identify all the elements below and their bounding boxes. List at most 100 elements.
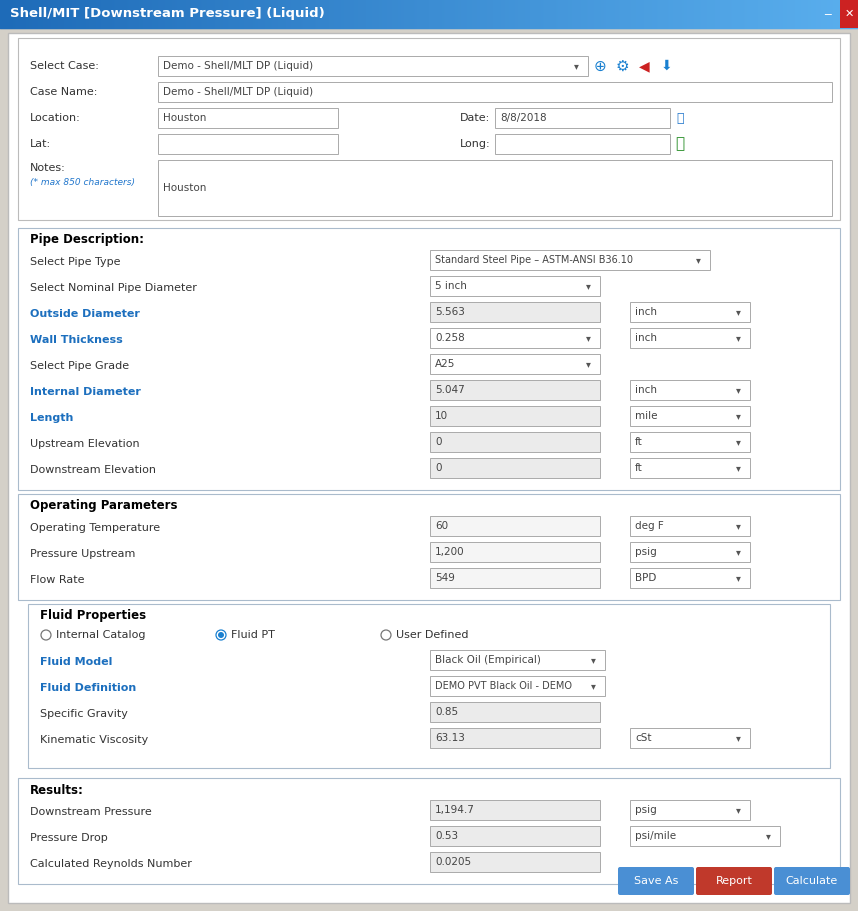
Text: Length: Length xyxy=(30,413,74,423)
Text: BPD: BPD xyxy=(635,573,656,583)
Text: 0: 0 xyxy=(435,463,442,473)
Text: ▾: ▾ xyxy=(735,805,740,815)
Text: 63.13: 63.13 xyxy=(435,733,465,743)
Bar xyxy=(630,542,750,562)
Text: ▾: ▾ xyxy=(585,333,590,343)
Text: ▾: ▾ xyxy=(735,463,740,473)
Text: Notes:: Notes: xyxy=(30,163,66,173)
FancyBboxPatch shape xyxy=(696,867,772,895)
Bar xyxy=(430,276,600,296)
Text: psig: psig xyxy=(635,805,656,815)
Bar xyxy=(430,250,710,270)
Text: Operating Parameters: Operating Parameters xyxy=(30,499,178,513)
Bar xyxy=(630,328,750,348)
Bar xyxy=(630,800,750,820)
Text: ▾: ▾ xyxy=(590,681,595,691)
Text: 0.85: 0.85 xyxy=(435,707,458,717)
Text: Case Name:: Case Name: xyxy=(30,87,97,97)
Text: ▾: ▾ xyxy=(735,411,740,421)
Text: ▾: ▾ xyxy=(735,307,740,317)
Bar xyxy=(430,702,600,722)
Text: cSt: cSt xyxy=(635,733,651,743)
Bar xyxy=(430,542,600,562)
Text: A25: A25 xyxy=(435,359,456,369)
Text: Black Oil (Empirical): Black Oil (Empirical) xyxy=(435,655,541,665)
Text: ✕: ✕ xyxy=(844,9,854,19)
Text: ▾: ▾ xyxy=(585,281,590,291)
Bar xyxy=(18,494,840,600)
Bar xyxy=(840,0,858,28)
Text: Flow Rate: Flow Rate xyxy=(30,575,84,585)
Bar xyxy=(630,406,750,426)
Bar xyxy=(630,568,750,588)
Bar xyxy=(430,676,605,696)
Bar xyxy=(430,852,600,872)
Text: 0.0205: 0.0205 xyxy=(435,857,471,867)
Text: 549: 549 xyxy=(435,573,455,583)
Text: psi/mile: psi/mile xyxy=(635,831,676,841)
Text: Fluid Properties: Fluid Properties xyxy=(40,609,146,622)
Text: 5.563: 5.563 xyxy=(435,307,465,317)
Text: Demo - Shell/MLT DP (Liquid): Demo - Shell/MLT DP (Liquid) xyxy=(163,87,313,97)
Text: 🗓: 🗓 xyxy=(676,111,684,125)
Text: Pipe Description:: Pipe Description: xyxy=(30,233,144,247)
Text: Internal Diameter: Internal Diameter xyxy=(30,387,141,397)
Bar xyxy=(430,728,600,748)
Circle shape xyxy=(41,630,51,640)
Text: 5.047: 5.047 xyxy=(435,385,465,395)
Bar xyxy=(630,516,750,536)
Text: inch: inch xyxy=(635,307,657,317)
Text: 0: 0 xyxy=(435,437,442,447)
Text: Pressure Upstream: Pressure Upstream xyxy=(30,549,136,559)
Text: ▾: ▾ xyxy=(735,573,740,583)
Text: Fluid PT: Fluid PT xyxy=(231,630,275,640)
Text: Results:: Results: xyxy=(30,783,84,796)
Text: 60: 60 xyxy=(435,521,448,531)
Circle shape xyxy=(381,630,391,640)
Bar xyxy=(430,516,600,536)
Text: Standard Steel Pipe – ASTM-ANSI B36.10: Standard Steel Pipe – ASTM-ANSI B36.10 xyxy=(435,255,633,265)
Bar xyxy=(630,458,750,478)
Text: Wall Thickness: Wall Thickness xyxy=(30,335,123,345)
Bar xyxy=(18,228,840,490)
FancyBboxPatch shape xyxy=(774,867,850,895)
Text: Kinematic Viscosity: Kinematic Viscosity xyxy=(40,735,148,745)
Text: ◀: ◀ xyxy=(638,59,650,73)
Text: Operating Temperature: Operating Temperature xyxy=(30,523,160,533)
Text: Demo - Shell/MLT DP (Liquid): Demo - Shell/MLT DP (Liquid) xyxy=(163,61,313,71)
Circle shape xyxy=(218,632,224,638)
Text: Long:: Long: xyxy=(460,139,491,149)
Text: ▾: ▾ xyxy=(735,333,740,343)
Text: Report: Report xyxy=(716,876,752,886)
Text: deg F: deg F xyxy=(635,521,664,531)
Bar xyxy=(430,568,600,588)
Text: Select Pipe Type: Select Pipe Type xyxy=(30,257,120,267)
Text: psig: psig xyxy=(635,547,656,557)
Text: Calculated Reynolds Number: Calculated Reynolds Number xyxy=(30,859,192,869)
Text: ▾: ▾ xyxy=(735,385,740,395)
Text: Houston: Houston xyxy=(163,183,207,193)
Bar xyxy=(630,728,750,748)
Text: User Defined: User Defined xyxy=(396,630,468,640)
Text: Fluid Model: Fluid Model xyxy=(40,657,112,667)
Text: Lat:: Lat: xyxy=(30,139,51,149)
Text: Specific Gravity: Specific Gravity xyxy=(40,709,128,719)
Text: ▾: ▾ xyxy=(735,437,740,447)
Text: ft: ft xyxy=(635,437,643,447)
Bar xyxy=(430,406,600,426)
Text: Select Nominal Pipe Diameter: Select Nominal Pipe Diameter xyxy=(30,283,196,293)
Bar xyxy=(158,160,832,216)
Bar xyxy=(630,826,780,846)
Bar xyxy=(430,354,600,374)
FancyBboxPatch shape xyxy=(618,867,694,895)
Text: 1,200: 1,200 xyxy=(435,547,465,557)
Bar xyxy=(158,134,338,154)
Text: Downstream Elevation: Downstream Elevation xyxy=(30,465,156,475)
Bar xyxy=(158,82,832,102)
Text: Select Case:: Select Case: xyxy=(30,61,99,71)
Bar xyxy=(430,302,600,322)
Text: ─: ─ xyxy=(825,9,831,19)
Text: ▾: ▾ xyxy=(573,61,578,71)
Text: 8/8/2018: 8/8/2018 xyxy=(500,113,547,123)
Circle shape xyxy=(216,630,226,640)
